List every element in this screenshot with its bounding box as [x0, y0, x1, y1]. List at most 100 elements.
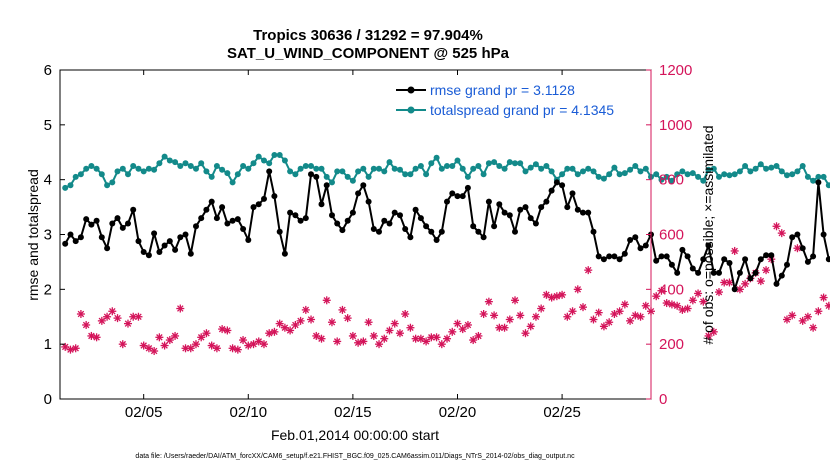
legend-spread-marker [407, 106, 415, 114]
rmse-point [135, 238, 142, 245]
rmse-point [496, 201, 503, 208]
spread-point [464, 173, 471, 180]
obs-marker [777, 229, 786, 238]
spread-point [810, 177, 817, 184]
rmse-point [506, 212, 513, 219]
rmse-point [266, 168, 273, 175]
spread-point [140, 168, 147, 175]
obs-marker [484, 297, 493, 306]
spread-point [559, 171, 566, 178]
obs-marker [155, 333, 164, 342]
spread-point [789, 171, 796, 178]
spread-point [417, 163, 424, 169]
obs-marker [432, 333, 441, 342]
obs-marker [505, 315, 514, 324]
obs-marker [270, 327, 279, 336]
spread-point [240, 163, 247, 169]
spread-point [538, 165, 545, 172]
spread-point [705, 166, 712, 173]
rmse-point [271, 193, 278, 200]
obs-marker [401, 310, 410, 319]
obs-marker [756, 277, 765, 286]
rmse-point [193, 223, 199, 230]
spread-point [208, 173, 215, 180]
y-left-tick-label: 4 [44, 172, 52, 189]
rmse-point [742, 256, 749, 263]
obs-marker [537, 304, 546, 313]
spread-point [77, 171, 84, 178]
obs-marker [322, 296, 331, 305]
rmse-point [172, 246, 179, 253]
obs-marker [563, 312, 572, 321]
spread-point [459, 165, 466, 172]
rmse-point [621, 250, 628, 257]
obs-marker [552, 292, 561, 301]
spread-point [485, 160, 492, 167]
chart-subtitle: SAT_U_WIND_COMPONENT @ 525 hPa [227, 45, 510, 62]
spread-point [83, 165, 90, 172]
rmse-point [768, 252, 775, 259]
spread-point [114, 168, 121, 175]
obs-marker [594, 308, 603, 317]
rmse-point [747, 275, 754, 282]
obs-marker [348, 331, 357, 340]
spread-point [710, 165, 717, 172]
rmse-point [125, 220, 131, 227]
obs-marker [699, 297, 708, 306]
spread-point [130, 163, 137, 169]
rmse-point [538, 204, 545, 211]
spread-point [784, 172, 790, 179]
spread-point [182, 160, 189, 167]
rmse-point [679, 246, 686, 253]
obs-marker [202, 329, 211, 338]
rmse-point [308, 171, 314, 178]
rmse-point [276, 228, 283, 235]
obs-marker [354, 338, 363, 347]
spread-point [679, 168, 686, 175]
spread-point [569, 165, 576, 172]
spread-point [527, 164, 534, 171]
spread-point [376, 165, 382, 172]
obs-marker [144, 344, 153, 353]
spread-point [386, 159, 393, 166]
rmse-point [381, 217, 388, 224]
obs-marker [103, 312, 112, 321]
rmse-point [114, 215, 121, 222]
obs-marker [714, 288, 723, 297]
rmse-point [62, 240, 69, 247]
spread-point [135, 165, 142, 172]
spread-point [255, 153, 262, 160]
obs-marker [338, 305, 347, 314]
obs-marker [704, 331, 713, 340]
obs-marker [76, 310, 85, 319]
obs-marker [129, 312, 138, 321]
rmse-point [512, 228, 518, 235]
rmse-point [470, 223, 477, 230]
obs-marker [678, 305, 687, 314]
rmse-point [778, 272, 785, 279]
obs-marker [809, 323, 818, 332]
obs-marker [385, 326, 394, 335]
obs-marker [395, 329, 404, 338]
spread-point [773, 163, 780, 169]
rmse-point [104, 245, 111, 252]
spread-point [370, 165, 377, 172]
obs-marker [411, 334, 420, 343]
rmse-point [716, 269, 722, 276]
obs-marker [113, 314, 122, 323]
y-left-tick-label: 5 [44, 117, 52, 134]
obs-marker [521, 329, 530, 338]
obs-marker [725, 278, 734, 287]
rmse-point [574, 206, 581, 213]
obs-marker [735, 285, 744, 294]
rmse-point [459, 193, 466, 200]
rmse-point [825, 256, 830, 263]
obs-marker [171, 331, 180, 340]
spread-point [585, 165, 592, 172]
rmse-point [208, 198, 215, 205]
obs-marker [500, 323, 509, 332]
spread-point [365, 173, 372, 180]
spread-point [747, 168, 754, 175]
spread-point [517, 160, 524, 167]
obs-marker [615, 307, 624, 316]
